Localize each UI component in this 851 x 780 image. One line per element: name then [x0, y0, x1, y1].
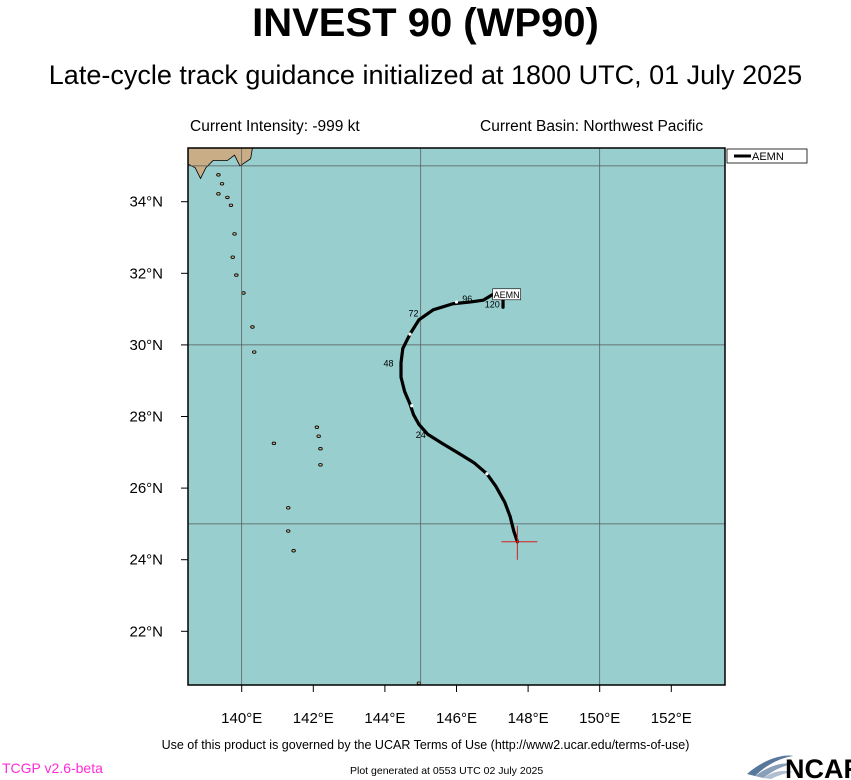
ocean-area	[188, 148, 725, 685]
ncar-logo-swoosh-icon	[747, 755, 793, 779]
track-time-marker	[485, 472, 489, 476]
island	[252, 350, 257, 354]
island	[219, 182, 225, 186]
island	[234, 273, 239, 277]
island	[318, 463, 323, 467]
track-end-label-box	[492, 288, 521, 301]
current-basin: Current Basin: Northwest Pacific	[480, 118, 704, 135]
island	[286, 529, 291, 533]
island	[271, 441, 277, 446]
forecast-hour-label: 24	[416, 430, 426, 440]
current-intensity: Current Intensity: -999 kt	[190, 118, 360, 135]
track-time-marker	[408, 332, 412, 336]
track-time-marker	[410, 404, 414, 408]
page-subtitle: Late-cycle track guidance initialized at…	[48, 60, 803, 90]
mainland-coast	[188, 148, 253, 180]
lat-tick-label: 22°N	[129, 623, 163, 640]
island	[216, 192, 221, 196]
lat-tick-label: 24°N	[129, 552, 163, 569]
lon-tick-label: 142°E	[293, 710, 334, 727]
lon-tick-label: 140°E	[221, 710, 262, 727]
legend-label: AEMN	[752, 151, 784, 163]
track-end-label: AEMN	[494, 290, 520, 300]
island	[316, 434, 321, 438]
island	[225, 195, 230, 200]
lon-tick-label: 144°E	[364, 710, 405, 727]
island	[416, 681, 422, 685]
page-title: INVEST 90 (WP90)	[252, 1, 599, 45]
ncar-logo: NCAR	[747, 754, 851, 780]
forecast-hour-label: 120	[485, 299, 500, 309]
lat-tick-label: 30°N	[129, 337, 163, 354]
track-time-marker	[454, 300, 459, 304]
lon-tick-label: 150°E	[579, 710, 620, 727]
lon-tick-label: 152°E	[651, 710, 692, 727]
terms-of-use-notice: Use of this product is governed by the U…	[161, 738, 690, 752]
lat-tick-label: 26°N	[129, 480, 163, 497]
island	[286, 506, 291, 510]
lon-tick-label: 146°E	[436, 710, 477, 727]
forecast-hour-label: 96	[462, 294, 472, 304]
forecast-hour-label: 48	[383, 358, 393, 368]
island	[250, 325, 255, 329]
island	[216, 173, 221, 177]
island	[318, 447, 323, 451]
plot-generated-timestamp: Plot generated at 0553 UTC 02 July 2025	[350, 765, 544, 777]
track-line-aemn	[399, 293, 519, 544]
island	[291, 549, 296, 553]
lat-tick-label: 32°N	[129, 265, 163, 282]
island	[232, 232, 237, 236]
island	[241, 291, 246, 295]
island	[314, 425, 320, 429]
forecast-hour-label: 72	[409, 308, 419, 318]
version-label: TCGP v2.6-beta	[2, 760, 103, 776]
island	[230, 255, 235, 259]
lat-tick-label: 28°N	[129, 409, 163, 426]
legend-box	[726, 148, 808, 164]
ncar-logo-text: NCAR	[785, 754, 851, 780]
island	[228, 203, 234, 207]
lon-tick-label: 148°E	[508, 710, 549, 727]
lat-tick-label: 34°N	[129, 194, 163, 211]
